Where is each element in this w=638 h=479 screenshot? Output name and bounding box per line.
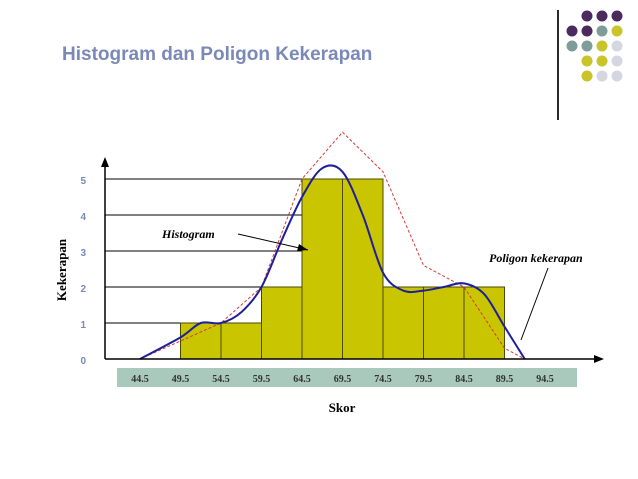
y-tick-label: 1 xyxy=(80,320,86,331)
x-tick-label: 94.5 xyxy=(536,374,554,385)
x-tick-label: 84.5 xyxy=(455,374,473,385)
decorative-dot-grid xyxy=(566,10,623,82)
annotation-histogram-arrowhead xyxy=(297,244,308,251)
title-divider-line xyxy=(557,10,559,120)
annotation-histogram-arrow xyxy=(237,233,309,251)
histogram-bar xyxy=(261,286,303,360)
annotation-histogram: Histogram xyxy=(161,227,215,241)
histogram-bar xyxy=(382,286,424,360)
x-tick-label: 44.5 xyxy=(131,374,149,385)
slide-title: Histogram dan Poligon Kekerapan xyxy=(62,44,373,65)
x-tick-label: 64.5 xyxy=(293,374,311,385)
decor-dot xyxy=(581,55,593,67)
histogram-bar xyxy=(423,286,465,360)
decor-dot xyxy=(566,40,578,52)
x-axis-ticks: 44.5 49.5 54.5 59.5 64.5 69.5 74.5 79.5 84.5 89.5… xyxy=(131,374,554,385)
y-tick-label: 4 xyxy=(80,212,86,223)
x-tick-label: 89.5 xyxy=(496,374,514,385)
decor-dot xyxy=(596,40,608,52)
decor-dot xyxy=(611,25,623,37)
histogram-bar xyxy=(463,286,505,360)
decor-dot xyxy=(596,10,608,22)
smooth-polygon-layer xyxy=(139,164,526,360)
axes xyxy=(101,157,604,363)
decor-dot xyxy=(581,70,593,82)
x-axis-title: Skor xyxy=(329,400,356,415)
x-axis-arrowhead xyxy=(594,355,604,363)
decor-dot xyxy=(581,25,593,37)
histogram-bars xyxy=(180,178,505,360)
x-axis-tick-band xyxy=(117,368,577,387)
y-tick-label: 2 xyxy=(80,284,86,295)
histogram-bar xyxy=(220,322,262,360)
decor-dot xyxy=(611,70,623,82)
decor-dot xyxy=(596,70,608,82)
histogram-bar xyxy=(180,322,222,360)
y-tick-label: 3 xyxy=(80,248,86,259)
decor-dot xyxy=(611,40,623,52)
histogram-bar xyxy=(342,178,384,360)
decor-dot xyxy=(566,25,578,37)
x-tick-label: 59.5 xyxy=(253,374,271,385)
y-axis-title: Kekerapan xyxy=(54,238,69,301)
decor-dot xyxy=(611,55,623,67)
annotation-poligon: Poligon kekerapan xyxy=(489,251,583,265)
polygon-smooth-line xyxy=(139,164,526,360)
y-tick-label: 5 xyxy=(80,176,86,187)
polygon-dashed-line xyxy=(139,131,525,360)
decor-dot xyxy=(596,55,608,67)
x-tick-label: 74.5 xyxy=(374,374,392,385)
decor-dot xyxy=(581,40,593,52)
x-tick-label: 54.5 xyxy=(212,374,230,385)
dashed-polygon-layer xyxy=(139,131,525,360)
x-tick-label: 49.5 xyxy=(172,374,190,385)
decor-dot xyxy=(611,10,623,22)
decor-dot xyxy=(581,10,593,22)
y-axis-arrowhead xyxy=(101,157,109,167)
histogram-bar xyxy=(301,178,343,360)
y-tick-label: 0 xyxy=(80,356,86,367)
x-tick-label: 79.5 xyxy=(415,374,433,385)
x-tick-label: 69.5 xyxy=(334,374,352,385)
annotation-poligon-pointer xyxy=(520,267,549,341)
decor-dot xyxy=(596,25,608,37)
annotations: Histogram Poligon kekerapan xyxy=(161,227,583,341)
y-axis-ticks: 0 1 2 3 4 5 xyxy=(80,176,86,367)
